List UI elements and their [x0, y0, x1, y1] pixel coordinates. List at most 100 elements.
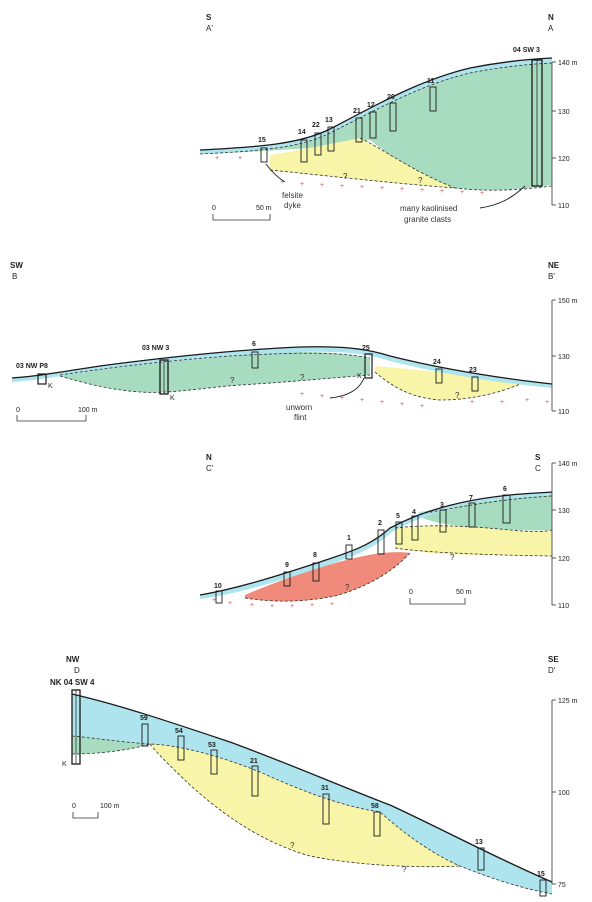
- svg-text:+: +: [420, 403, 424, 410]
- svg-text:0: 0: [72, 803, 76, 810]
- kaolin-label-1: many kaolinised: [400, 204, 457, 213]
- section-d: NW D SE D' ? ? NK 04 SW 4 59: [50, 655, 578, 897]
- section-a-tick-110: 110: [558, 203, 569, 210]
- borehole-3: [439, 509, 447, 533]
- borehole-22-label: 22: [312, 122, 320, 129]
- svg-text:+: +: [310, 602, 314, 609]
- svg-text:+: +: [480, 190, 484, 197]
- svg-text:+: +: [420, 187, 424, 194]
- borehole-4-label: 4: [412, 509, 416, 516]
- section-b-dashed-boundary-yellow: [374, 371, 521, 401]
- section-b-left-direction: SW: [10, 261, 23, 270]
- section-a-uncertain-mark-1: ?: [343, 172, 348, 181]
- borehole-20: [389, 102, 397, 132]
- section-c-basement-symbols: + + + + + + +: [212, 597, 334, 610]
- section-b-tick-130: 130: [558, 354, 570, 361]
- section-d-tick-125: 125 m: [558, 698, 578, 705]
- svg-text:+: +: [525, 397, 529, 404]
- section-c-dashed-boundary-3: [394, 547, 553, 557]
- borehole-53: [210, 749, 218, 775]
- borehole-54: [177, 735, 185, 761]
- section-c-left-direction: N: [206, 453, 212, 462]
- svg-text:+: +: [380, 185, 384, 192]
- borehole-59: [141, 723, 149, 747]
- borehole-15: [260, 147, 268, 163]
- section-c-scale-bar: 0 50 m: [409, 589, 472, 605]
- section-a-tick-130: 130: [558, 109, 570, 116]
- section-b-green-unit: [60, 351, 370, 393]
- svg-text:+: +: [212, 597, 216, 604]
- section-d-uncertain-mark-1: ?: [290, 841, 295, 850]
- section-b-yellow-unit: [375, 366, 520, 400]
- section-d-k-mark: K: [62, 761, 67, 768]
- section-a-borehole-labels: 15 14 22 13 21 12 20 11 04 SW 3: [258, 47, 540, 144]
- section-b-dashed-boundary-lower: [59, 374, 371, 393]
- section-d-tick-75: 75: [558, 882, 566, 889]
- borehole-15-label: 15: [258, 137, 266, 144]
- section-c-tick-120: 120: [558, 556, 570, 563]
- section-c-uncertain-mark-1: ?: [450, 553, 455, 562]
- borehole-20-label: 20: [387, 94, 395, 101]
- svg-text:100 m: 100 m: [100, 803, 120, 810]
- borehole-54-label: 54: [175, 728, 183, 735]
- section-c-borehole-labels: 10 9 8 1 2 5 4 3 7 6: [214, 486, 507, 590]
- svg-text:+: +: [340, 183, 344, 190]
- section-b-tick-110: 110: [558, 409, 569, 416]
- borehole-7: [468, 502, 476, 528]
- borehole-04-sw-3-label: 04 SW 3: [513, 47, 540, 54]
- section-c-blue-fill-upper: [395, 495, 552, 528]
- section-d-ground-surface: [71, 693, 553, 883]
- section-d-green-unit: [72, 736, 150, 754]
- section-d-right-label: D': [548, 666, 556, 675]
- svg-text:+: +: [440, 188, 444, 195]
- svg-text:+: +: [300, 181, 304, 188]
- svg-text:+: +: [290, 603, 294, 610]
- svg-text:+: +: [320, 393, 324, 400]
- borehole-1: [345, 544, 353, 560]
- section-c: N C' S C + + + + + + + ? ?: [199, 453, 578, 610]
- section-b-elevation-axis: [551, 299, 556, 412]
- svg-text:+: +: [360, 184, 364, 191]
- section-d-uncertain-mark-2: ?: [402, 865, 407, 874]
- svg-text:+: +: [340, 395, 344, 402]
- svg-text:+: +: [238, 155, 242, 162]
- section-a-dashed-boundary-upper: [199, 62, 553, 155]
- svg-text:+: +: [460, 189, 464, 196]
- section-b-borehole-labels: 03 NW P8 03 NW 3 6 25 24 23: [16, 341, 477, 374]
- borehole-5-label: 5: [396, 513, 400, 520]
- svg-text:+: +: [300, 391, 304, 398]
- borehole-6: [251, 351, 259, 369]
- borehole-12: [369, 111, 377, 139]
- borehole-3-label: 3: [440, 502, 444, 509]
- borehole-2-label: 2: [378, 520, 382, 527]
- section-d-yellow-unit: [150, 744, 460, 867]
- borehole-10-label: 10: [214, 583, 222, 590]
- borehole-25: [364, 353, 373, 379]
- section-a-tick-120: 120: [558, 156, 570, 163]
- borehole-nk-04-sw-4-label: NK 04 SW 4: [50, 678, 95, 687]
- borehole-03-nw-3-label: 03 NW 3: [142, 345, 169, 352]
- borehole-13: [327, 126, 335, 152]
- section-a-uncertain-mark-2: ?: [418, 176, 423, 185]
- svg-text:+: +: [270, 603, 274, 610]
- section-b-left-label: B: [12, 272, 17, 281]
- section-c-dashed-boundary-2: [394, 525, 553, 532]
- borehole-58: [373, 811, 381, 837]
- section-b-blue-band: [12, 346, 552, 388]
- svg-text:+: +: [280, 179, 284, 186]
- section-c-tick-130: 130: [558, 508, 570, 515]
- section-d-scale-bar: 0 100 m: [72, 803, 120, 819]
- section-c-right-label: C: [535, 464, 541, 473]
- section-b-uncertain-mark-3: ?: [455, 391, 460, 400]
- section-d-blue-unit: [72, 694, 552, 894]
- borehole-24: [435, 368, 443, 384]
- section-b-right-label: B': [548, 272, 555, 281]
- section-a: S A' N A + + + + + + + + + + + + + ? ?: [199, 13, 578, 224]
- section-c-blue-band: [200, 492, 552, 599]
- svg-text:+: +: [360, 397, 364, 404]
- section-a-left-direction: S: [206, 13, 212, 22]
- borehole-10: [215, 590, 223, 604]
- felsite-label: felsite: [282, 191, 303, 200]
- borehole-21-label: 21: [353, 108, 361, 115]
- section-a-blue-band: [200, 58, 552, 154]
